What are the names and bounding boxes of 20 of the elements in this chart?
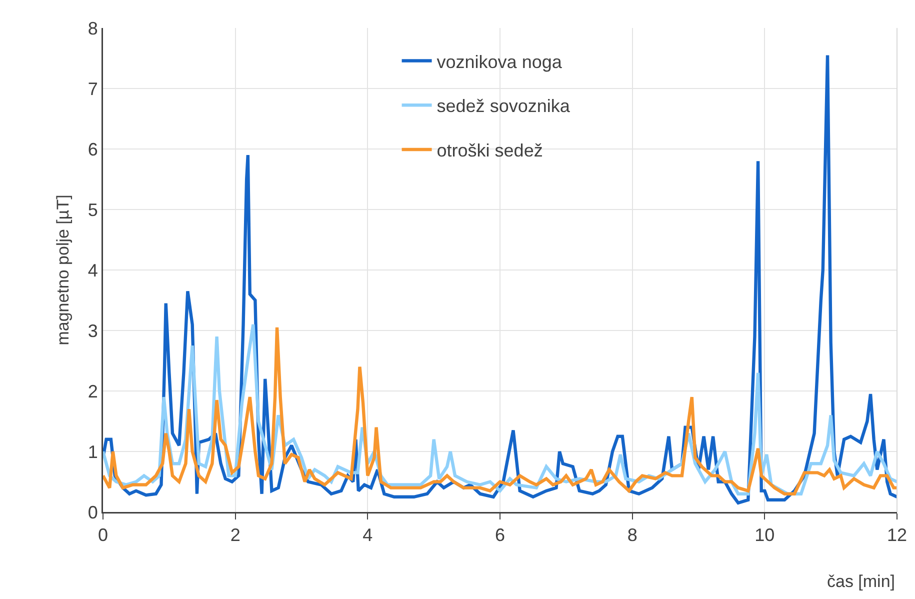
legend-label: otroški sedež — [436, 140, 543, 161]
y-tick-label: 8 — [88, 18, 98, 38]
x-tick-label: 8 — [627, 525, 638, 546]
y-tick-label: 0 — [88, 502, 98, 522]
x-tick-label: 4 — [362, 525, 373, 546]
x-tick-label: 2 — [230, 525, 240, 546]
y-tick-label: 5 — [88, 200, 98, 220]
y-tick-label: 6 — [88, 139, 98, 160]
x-tick-label: 12 — [886, 525, 908, 546]
y-axis-title: magnetno polje [µT] — [54, 194, 73, 346]
x-tick-label: 10 — [754, 525, 775, 546]
legend-label: sedež sovoznika — [436, 96, 571, 116]
y-tick-label: 4 — [88, 260, 98, 280]
y-tick-label: 7 — [88, 78, 98, 99]
x-axis-title: čas [min] — [827, 572, 896, 591]
y-tick-label: 1 — [88, 442, 98, 462]
legend-label: voznikova noga — [436, 52, 563, 72]
x-tick-label: 6 — [494, 525, 506, 546]
y-tick-label: 2 — [88, 381, 98, 402]
y-tick-label: 3 — [88, 320, 98, 341]
